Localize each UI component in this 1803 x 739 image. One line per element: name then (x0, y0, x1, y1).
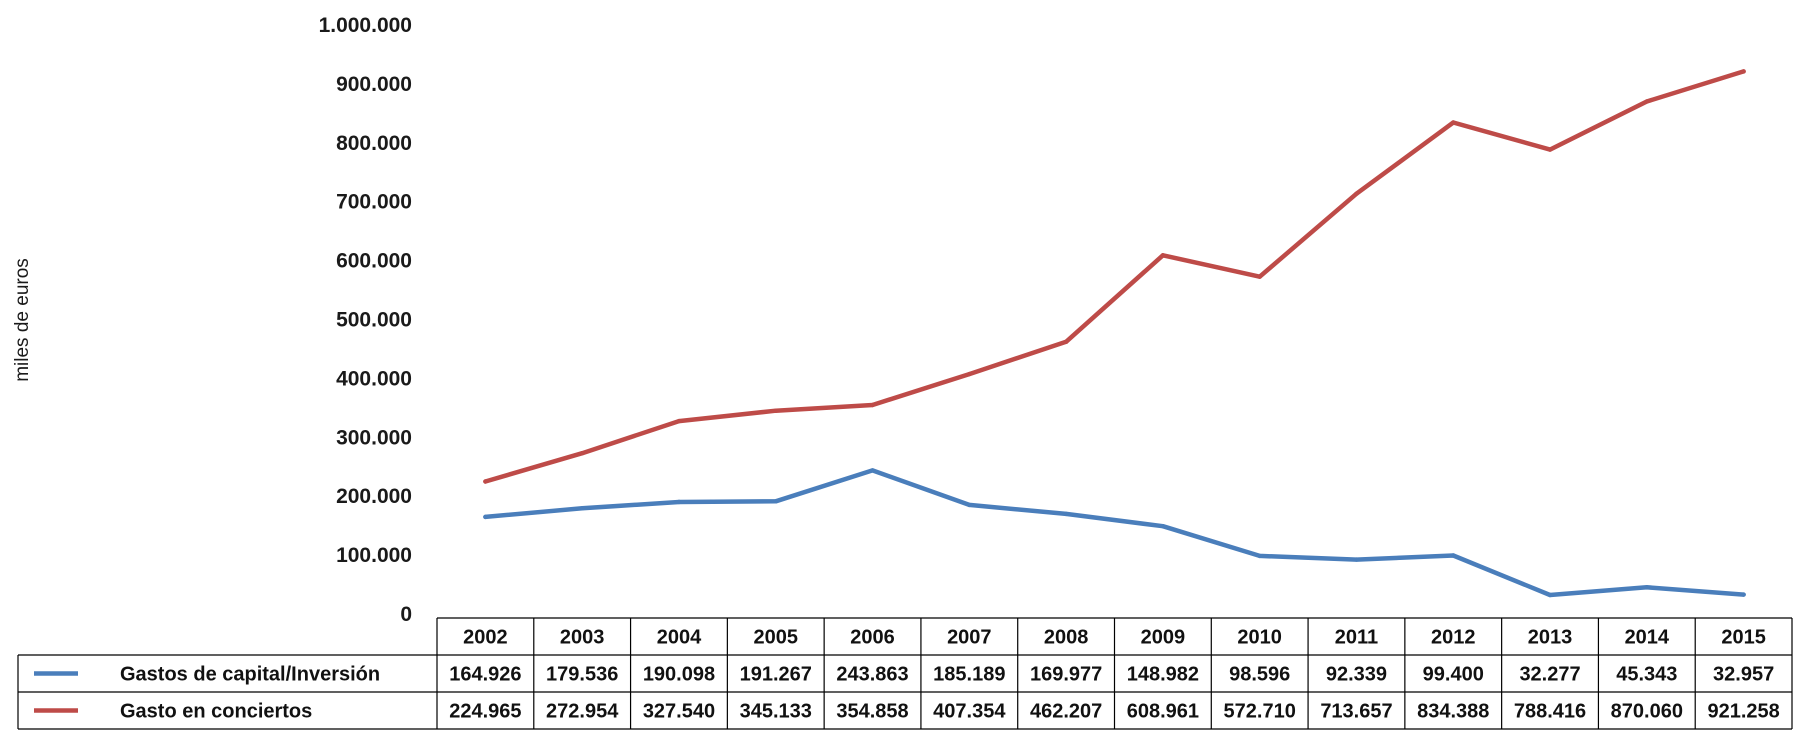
data-label: 32.277 (1519, 664, 1580, 686)
y-tick-label: 800.000 (336, 132, 412, 155)
data-point (483, 479, 488, 484)
data-label: 345.133 (740, 701, 812, 723)
x-tick-label: 2003 (560, 627, 605, 649)
data-table: 2002 2003 2004 2005 2006 2007 2008 2009 2010 2011… (17, 617, 1793, 730)
data-point (1644, 99, 1650, 104)
data-point (1063, 511, 1069, 517)
y-tick-label: 400.000 (336, 367, 412, 390)
x-tick-label: 2004 (657, 627, 702, 649)
data-point (773, 408, 778, 413)
y-tick-label: 100.000 (336, 544, 412, 567)
legend-label: Gastos de capital/Inversión (120, 664, 380, 686)
data-point (870, 468, 875, 473)
data-label: 462.207 (1030, 701, 1102, 723)
y-tick-label: 200.000 (336, 485, 412, 508)
data-label: 179.536 (546, 664, 618, 686)
data-label: 572.710 (1224, 701, 1296, 723)
legend-label: Gasto en conciertos (120, 701, 312, 723)
data-point (1354, 191, 1359, 196)
y-ticks: 0 100.000 200.000 300.000 400.000 500.000 600.… (319, 14, 412, 626)
data-point (1644, 585, 1650, 590)
data-point (1063, 339, 1069, 344)
y-tick-label: 0 (400, 603, 412, 626)
x-tick-label: 2011 (1335, 627, 1378, 649)
data-point (580, 506, 585, 511)
data-label: 272.954 (546, 701, 619, 723)
y-tick-label: 700.000 (336, 191, 412, 214)
data-label: 99.400 (1423, 664, 1484, 686)
data-label: 788.416 (1514, 701, 1586, 723)
data-point (773, 499, 778, 504)
x-tick-label: 2006 (850, 627, 895, 649)
y-axis-label: miles de euros (12, 258, 33, 382)
series-line-1 (483, 468, 1746, 598)
y-tick-label: 500.000 (336, 309, 412, 332)
x-tick-label: 2008 (1044, 627, 1089, 649)
y-axis-label-group: miles de euros (12, 258, 33, 382)
data-label: 713.657 (1320, 701, 1392, 723)
data-label: 191.267 (740, 664, 812, 686)
data-label: 327.540 (643, 701, 715, 723)
y-tick-label: 900.000 (336, 73, 412, 96)
data-label: 190.098 (643, 664, 715, 686)
series-line-2 (483, 69, 1746, 484)
data-point (676, 499, 682, 505)
data-point (1257, 553, 1262, 559)
data-label: 92.339 (1326, 664, 1387, 686)
y-tick-label: 1.000.000 (319, 14, 412, 37)
data-label: 243.863 (836, 664, 908, 686)
data-point (1354, 557, 1359, 562)
data-point (1547, 592, 1553, 598)
x-tick-label: 2012 (1431, 627, 1476, 649)
data-label: 45.343 (1616, 664, 1677, 686)
data-label: 608.961 (1127, 701, 1199, 723)
x-tick-label: 2009 (1141, 627, 1186, 649)
data-point (483, 514, 488, 520)
x-tick-label: 2014 (1625, 627, 1670, 649)
data-point (870, 402, 875, 408)
data-point (580, 451, 585, 456)
data-point (1547, 147, 1553, 152)
x-tick-label: 2002 (463, 627, 508, 649)
data-label: 407.354 (933, 701, 1006, 723)
data-label: 354.858 (836, 701, 908, 723)
x-tick-label: 2007 (947, 627, 992, 649)
data-point (1160, 253, 1166, 258)
x-tick-label: 2013 (1528, 627, 1573, 649)
y-tick-label: 300.000 (336, 426, 412, 449)
data-label: 185.189 (933, 664, 1005, 686)
data-label: 148.982 (1127, 664, 1199, 686)
data-point (1741, 592, 1746, 597)
data-label: 98.596 (1229, 664, 1290, 686)
data-label: 921.258 (1707, 701, 1779, 723)
data-label: 169.977 (1030, 664, 1102, 686)
data-point (1741, 69, 1746, 74)
data-label: 870.060 (1611, 701, 1683, 723)
data-label: 224.965 (449, 701, 521, 723)
data-point (967, 502, 972, 508)
data-point (1451, 120, 1456, 125)
plot-lines (483, 69, 1746, 598)
data-point (967, 371, 972, 377)
data-label: 834.388 (1417, 701, 1489, 723)
data-label: 32.957 (1713, 664, 1774, 686)
data-point (676, 418, 682, 424)
data-label: 164.926 (449, 664, 521, 686)
x-tick-label: 2015 (1721, 627, 1766, 649)
data-point (1451, 553, 1456, 558)
data-point (1257, 274, 1262, 279)
y-tick-label: 600.000 (336, 250, 412, 273)
x-tick-label: 2010 (1237, 627, 1282, 649)
x-tick-label: 2005 (754, 627, 799, 649)
data-point (1160, 524, 1166, 529)
